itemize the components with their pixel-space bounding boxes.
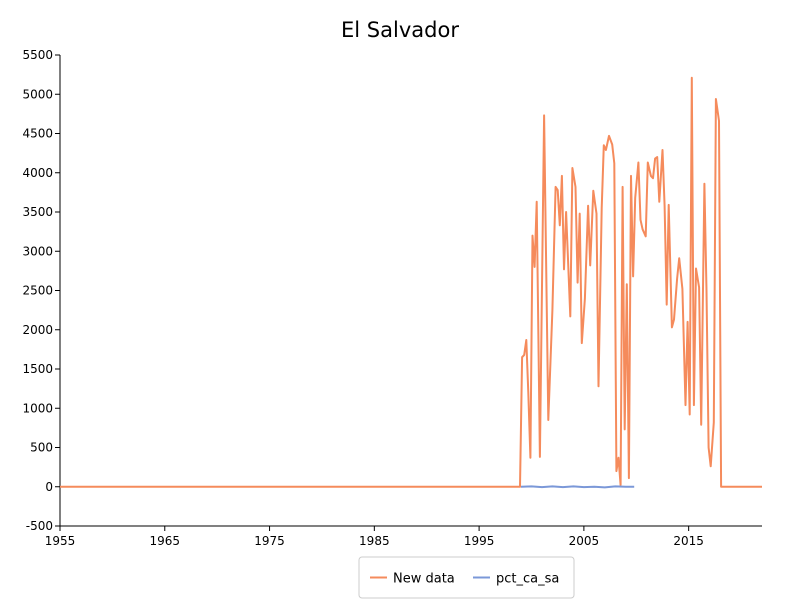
x-tick-label: 1975 [254,534,285,548]
y-tick-label: 1500 [22,362,53,376]
x-tick-label: 1965 [150,534,181,548]
y-tick-label: 2500 [22,284,53,298]
legend-label: New data [393,572,455,587]
y-tick-label: 5000 [22,87,53,101]
series-line-new-data [60,76,762,488]
y-tick-label: 5500 [22,48,53,62]
legend-box [358,556,575,599]
y-tick-label: 4500 [22,127,53,141]
series-layer [60,76,762,489]
legend-label: pct_ca_sa [496,572,559,587]
legend: New data pct_ca_sa [358,556,575,599]
y-tick-label: 3000 [22,244,53,258]
x-tick-label: 2015 [673,534,704,548]
series-line-pct-ca-sa [520,485,635,489]
y-tick-label: -500 [26,519,53,533]
x-tick-label: 2005 [569,534,600,548]
y-tick-label: 1000 [22,401,53,415]
x-tick-label: 1955 [45,534,76,548]
chart-title: El Salvador [341,18,459,42]
y-tick-label: 0 [45,480,53,494]
y-tick-label: 4000 [22,166,53,180]
x-tick-label: 1995 [464,534,495,548]
x-tick-label: 1985 [359,534,390,548]
y-tick-label: 2000 [22,323,53,337]
y-tick-label: 3500 [22,205,53,219]
y-tick-label: 500 [30,441,53,455]
y-axis: -500 0 500 1000 1500 2000 2500 3000 3500 4000 4500… [22,48,61,533]
x-axis: 1955 1965 1975 1985 1995 2005 2015 [45,525,762,548]
